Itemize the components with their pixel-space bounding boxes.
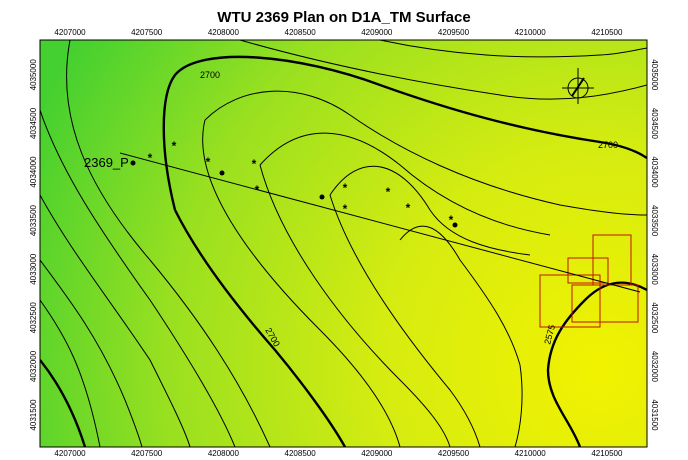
x-tick-label-bottom: 4208000 <box>208 449 240 458</box>
x-tick-label-top: 4209000 <box>361 28 393 37</box>
contour-label: 2700 <box>598 140 618 150</box>
y-tick-label-right: 4032500 <box>650 302 659 334</box>
y-tick-label-left: 4033000 <box>29 253 38 285</box>
y-tick-label-left: 4032500 <box>29 302 38 334</box>
y-tick-label-left: 4035000 <box>29 59 38 91</box>
y-tick-label-right: 4034500 <box>650 108 659 140</box>
contour-label: 2700 <box>200 70 220 80</box>
x-tick-label-bottom: 4207500 <box>131 449 163 458</box>
x-tick-label-top: 4210000 <box>515 28 547 37</box>
lease-outlines <box>539 234 639 328</box>
north-arrow <box>562 68 594 104</box>
contours <box>40 40 647 447</box>
y-tick-label-right: 4032000 <box>650 351 659 383</box>
svg-text:*: * <box>206 155 211 169</box>
svg-text:*: * <box>449 213 454 227</box>
y-tick-label-right: 4033000 <box>650 254 659 286</box>
x-tick-label-bottom: 4208500 <box>285 449 317 458</box>
well-label: 2369_P <box>84 155 129 170</box>
x-tick-label-top: 4210500 <box>591 28 623 37</box>
svg-text:*: * <box>406 201 411 215</box>
y-tick-label-left: 4034500 <box>29 107 38 139</box>
y-tick-label-right: 4034000 <box>650 156 659 188</box>
map-title: WTU 2369 Plan on D1A_TM Surface <box>217 9 470 26</box>
y-tick-label-right: 4031500 <box>650 399 659 431</box>
axis-labels: 4207000 4207000 4207500 4207500 4208000 42080… <box>29 28 659 458</box>
x-tick-label-bottom: 4210000 <box>515 449 547 458</box>
svg-text:*: * <box>252 157 257 171</box>
svg-text:*: * <box>255 183 260 197</box>
well-path <box>119 152 641 293</box>
x-tick-label-top: 4208500 <box>285 28 317 37</box>
x-tick-label-bottom: 4210500 <box>591 449 623 458</box>
well-markers: * * * * * * * * * * <box>148 139 454 227</box>
svg-text:*: * <box>386 185 391 199</box>
x-tick-label-top: 4208000 <box>208 28 240 37</box>
y-tick-label-left: 4032000 <box>29 350 38 382</box>
y-tick-label-right: 4035000 <box>650 59 659 91</box>
x-tick-label-bottom: 4207000 <box>54 449 86 458</box>
x-tick-label-bottom: 4209000 <box>361 449 393 458</box>
x-tick-label-top: 4207500 <box>131 28 163 37</box>
svg-text:*: * <box>343 181 348 195</box>
svg-text:*: * <box>148 151 153 165</box>
y-tick-label-left: 4034000 <box>29 156 38 188</box>
x-tick-label-top: 4209500 <box>438 28 470 37</box>
y-tick-label-right: 4033500 <box>650 205 659 237</box>
y-tick-label-left: 4031500 <box>29 399 38 431</box>
svg-text:*: * <box>343 202 348 216</box>
x-tick-label-bottom: 4209500 <box>438 449 470 458</box>
svg-text:*: * <box>172 139 177 153</box>
y-tick-label-left: 4033500 <box>29 204 38 236</box>
x-tick-label-top: 4207000 <box>54 28 86 37</box>
map-area <box>39 39 648 448</box>
